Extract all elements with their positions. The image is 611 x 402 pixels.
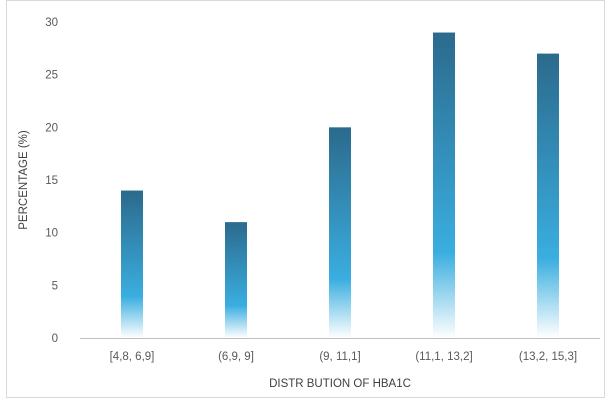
y-axis-ticks: 0 5 10 15 20 25 30 — [45, 17, 58, 345]
x-axis-ticks: [4,8, 6,9] (6,9, 9] (9, 11,1] (11,1, 13,2] (… — [110, 351, 577, 363]
x-axis-title: DISTR BUTION OF HBA1C — [269, 378, 411, 390]
y-tick-label: 5 — [52, 280, 58, 292]
x-tick-label: (6,9, 9] — [218, 351, 254, 363]
y-tick-label: 15 — [45, 175, 58, 187]
x-tick-label: (11,1, 13,2] — [415, 351, 472, 363]
bars — [121, 32, 559, 339]
y-tick-label: 25 — [45, 70, 58, 82]
bar — [537, 53, 559, 338]
y-tick-label: 0 — [52, 333, 58, 345]
bar — [225, 222, 247, 338]
x-tick-label: (9, 11,1] — [319, 351, 360, 363]
bar — [329, 127, 351, 338]
chart-frame — [6, 0, 605, 398]
y-axis-title: PERCENTAGE (%) — [18, 130, 30, 230]
y-tick-label: 10 — [45, 228, 58, 240]
x-tick-label: [4,8, 6,9] — [110, 351, 155, 363]
y-tick-label: 20 — [45, 122, 58, 134]
y-tick-label: 30 — [45, 17, 58, 29]
bar — [121, 190, 143, 338]
x-tick-label: (13,2, 15,3] — [519, 351, 577, 363]
bar — [433, 32, 455, 339]
